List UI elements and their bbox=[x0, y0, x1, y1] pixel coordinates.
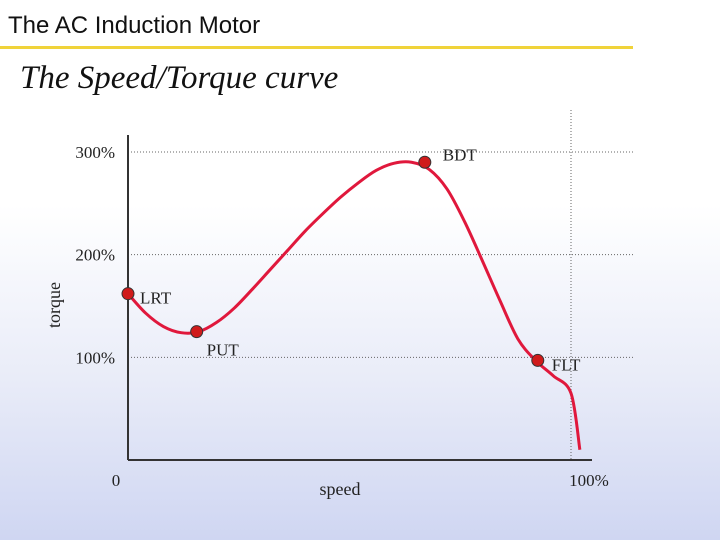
point-flt bbox=[531, 353, 545, 367]
x-axis-label: speed bbox=[320, 479, 361, 499]
point-lrt bbox=[121, 287, 135, 301]
slide-title: The AC Induction Motor bbox=[8, 12, 261, 39]
point-bdt bbox=[418, 155, 432, 169]
chart-subtitle: The Speed/Torque curve bbox=[20, 60, 339, 96]
point-label-lrt: LRT bbox=[140, 289, 172, 308]
point-label-bdt: BDT bbox=[443, 145, 478, 164]
y-tick-label: 300% bbox=[75, 143, 115, 162]
torque-curve bbox=[126, 160, 582, 450]
gridlines bbox=[128, 110, 634, 460]
title-underline bbox=[0, 46, 633, 49]
x-tick-labels: 0 100% bbox=[112, 471, 609, 490]
y-tick-labels: 100% 200% 300% bbox=[75, 143, 115, 367]
curve-points: LRT PUT BDT FLT bbox=[121, 145, 581, 374]
point-label-put: PUT bbox=[207, 341, 240, 360]
x-tick-label: 0 bbox=[112, 471, 121, 490]
point-label-flt: FLT bbox=[552, 355, 581, 374]
y-axis-label: torque bbox=[44, 282, 64, 328]
y-tick-label: 100% bbox=[75, 348, 115, 367]
x-tick-label: 100% bbox=[569, 471, 609, 490]
point-put bbox=[190, 325, 204, 339]
y-tick-label: 200% bbox=[75, 246, 115, 265]
